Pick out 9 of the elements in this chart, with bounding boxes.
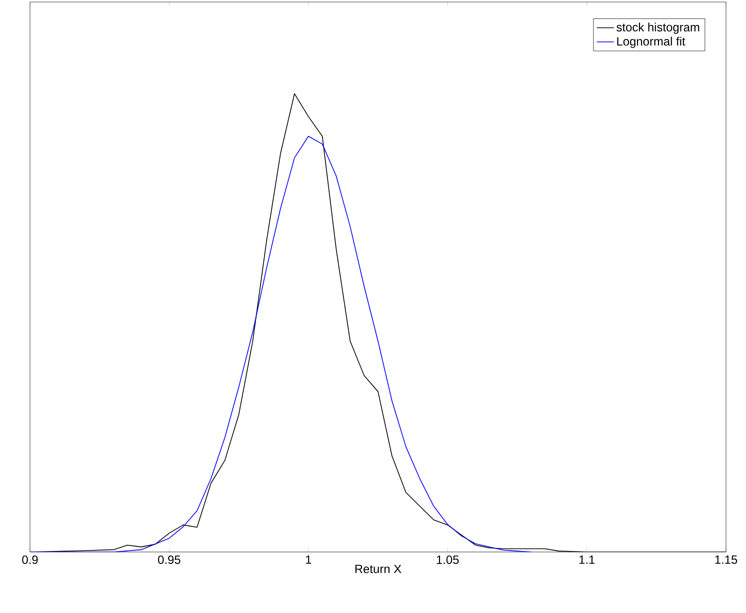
x-tick-label: 1 (306, 556, 312, 564)
x-axis-title: Return X (355, 564, 402, 574)
x-tick-label: 1.1 (579, 556, 595, 564)
x-tick-label: 1.05 (436, 556, 459, 564)
x-tick-label: 0.9 (22, 556, 38, 564)
x-tick-label: 1.15 (715, 556, 738, 564)
x-tick-label: 0.95 (158, 556, 180, 564)
legend-label: Lognormal fit (617, 36, 686, 48)
legend-label: stock histogram (616, 22, 700, 34)
